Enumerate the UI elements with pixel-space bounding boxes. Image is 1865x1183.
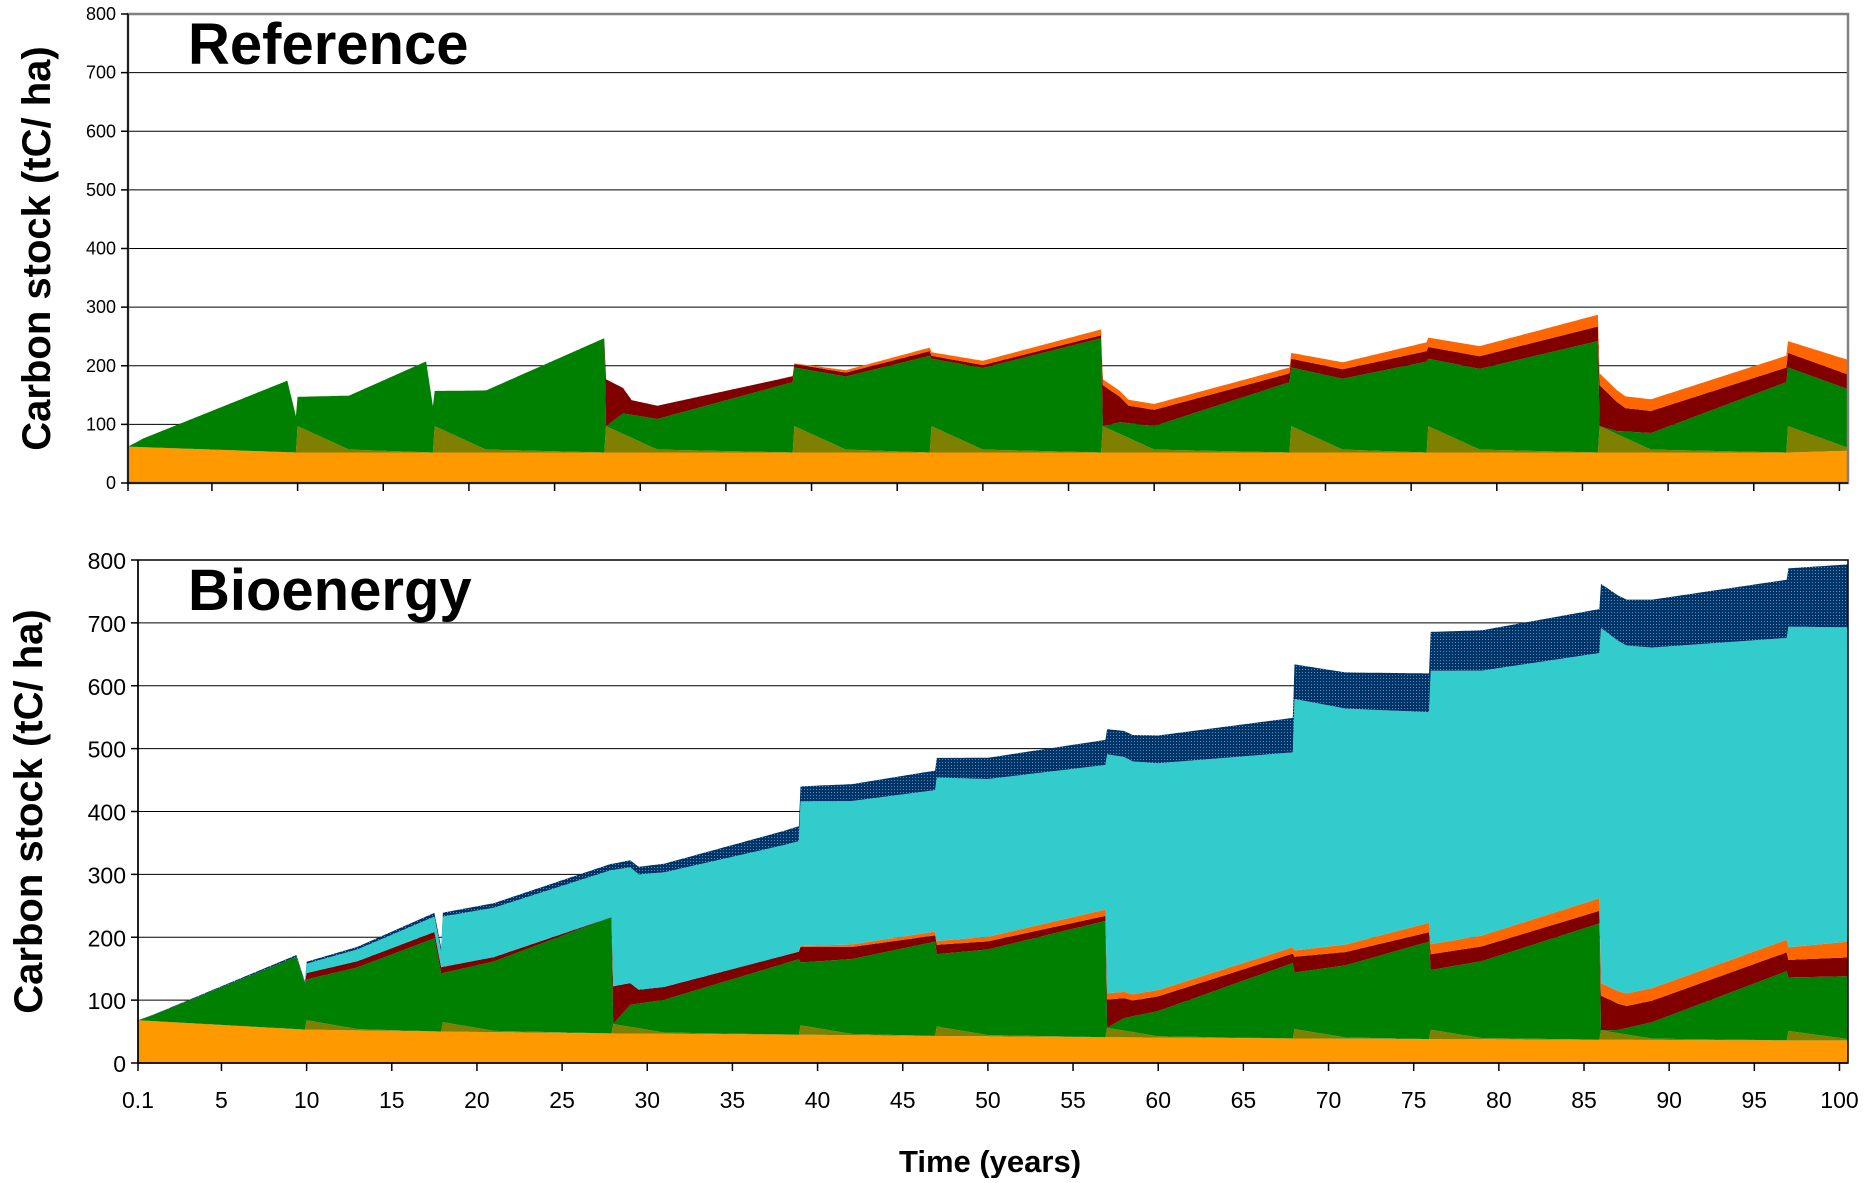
y-tick-label: 600 (86, 121, 116, 141)
y-tick-label: 500 (86, 180, 116, 200)
y-tick-label: 800 (88, 548, 126, 574)
x-tick-label: 20 (464, 1087, 490, 1113)
x-tick-label: 55 (1060, 1087, 1086, 1113)
area-stumps (128, 426, 1848, 453)
area-soil (138, 1020, 1848, 1063)
x-tick-label: 30 (634, 1087, 660, 1113)
x-tick-label: 65 (1231, 1087, 1257, 1113)
y-tick-label: 300 (86, 297, 116, 317)
x-tick-label: 95 (1742, 1087, 1768, 1113)
area-litter (138, 910, 1848, 1031)
area-stumps (138, 1020, 1848, 1041)
x-tick-label: 60 (1145, 1087, 1171, 1113)
x-tick-label: 40 (805, 1087, 831, 1113)
x-tick-label: 35 (720, 1087, 746, 1113)
x-tick-label: 75 (1401, 1087, 1427, 1113)
bioenergy-panel: 0 100 200 300 400 500 600 700 800 0.1 5 10 15 20 25 30 3… (7, 548, 1859, 1179)
panel-title: Bioenergy (188, 558, 472, 623)
area-deadwood (138, 898, 1848, 1021)
x-tick-label: 85 (1571, 1087, 1597, 1113)
x-tick-label: 15 (379, 1087, 405, 1113)
area-deadwood (128, 314, 1848, 447)
x-tick-label: 10 (294, 1087, 320, 1113)
reference-panel: 0 100 200 300 400 500 600 700 800 Carbon stock (t… (15, 4, 1850, 493)
y-tick-label: 700 (86, 63, 116, 83)
y-tick-label: 100 (86, 414, 116, 434)
x-tick-label: 0.1 (122, 1087, 154, 1113)
area-trees (138, 917, 1848, 1041)
x-tick-label: 100 (1820, 1087, 1858, 1113)
x-tick-label: 45 (890, 1087, 916, 1113)
y-tick-label: 500 (88, 737, 126, 763)
y-tick-label: 300 (88, 862, 126, 888)
panel-title: Reference (188, 12, 468, 77)
y-tick-label: 800 (86, 4, 116, 24)
area-fossil (138, 564, 1848, 1021)
x-axis-label: Time (years) (899, 1144, 1081, 1178)
x-tick-label: 50 (975, 1087, 1001, 1113)
y-tick-label: 0 (106, 473, 116, 493)
area-soil (128, 446, 1848, 483)
x-tick-label: 5 (215, 1087, 228, 1113)
x-tick-label: 90 (1656, 1087, 1682, 1113)
x-tick-label: 80 (1486, 1087, 1512, 1113)
y-tick-label: 0 (113, 1051, 126, 1077)
y-tick-label: 200 (88, 925, 126, 951)
y-tick-label: 400 (88, 800, 126, 826)
y-tick-label: 400 (86, 239, 116, 259)
y-tick-label: 200 (86, 356, 116, 376)
y-tick-label: 100 (88, 988, 126, 1014)
area-bioenergy (138, 626, 1848, 1021)
x-tick-label: 25 (549, 1087, 575, 1113)
x-tick-label: 70 (1316, 1087, 1342, 1113)
y-axis-label: Carbon stock (tC/ ha) (15, 46, 59, 450)
y-tick-label: 600 (88, 674, 126, 700)
area-trees (128, 338, 1848, 453)
y-tick-label: 700 (88, 611, 126, 637)
area-litter (128, 326, 1848, 447)
y-axis-label: Carbon stock (tC/ ha) (7, 609, 51, 1013)
